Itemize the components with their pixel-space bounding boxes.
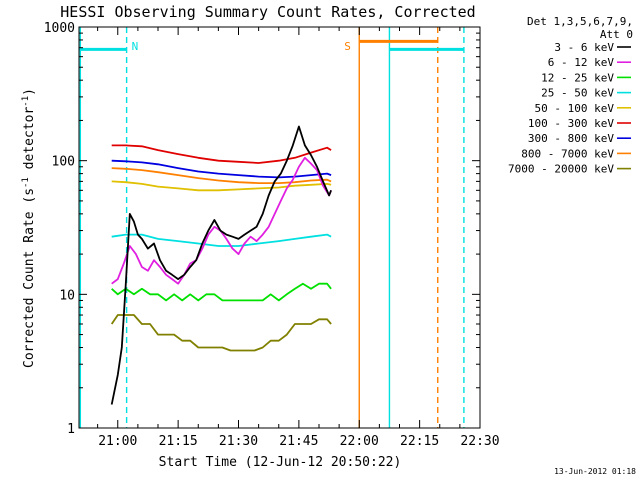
series-line-7 [111, 156, 332, 285]
x-tick-label-6: 22:30 [460, 434, 499, 449]
x-tick-label-5: 22:15 [400, 434, 439, 449]
x-tick-label-2: 21:30 [219, 434, 258, 449]
legend-header-detectors: Det 1,3,5,6,7,9, [527, 15, 633, 28]
y-tick-label-1: 10 [59, 288, 75, 303]
y-tick-label-3: 1000 [44, 21, 75, 36]
x-tick-label-1: 21:15 [159, 434, 198, 449]
legend-label-6: 300 - 800 keV [528, 132, 614, 145]
legend-header-attenuator: Att 0 [600, 28, 633, 41]
series-line-6 [110, 314, 332, 352]
y-tick-label-2: 100 [52, 155, 75, 170]
series-line-1 [111, 159, 332, 179]
series-line-8 [110, 125, 332, 405]
y-axis-label-main: Corrected Count Rate (s [22, 188, 37, 368]
x-tick-labels: 21:00 21:15 21:30 21:45 22:00 22:15 22:30 [98, 434, 499, 449]
legend: Det 1,3,5,6,7,9, Att 0 3 - 6 keV 6 - 12 k… [508, 15, 633, 176]
series-line-3 [111, 180, 332, 192]
legend-label-3: 25 - 50 keV [541, 87, 614, 100]
annotation-s: S [344, 40, 351, 53]
x-tick-label-4: 22:00 [340, 434, 379, 449]
y-tick-labels: 1 10 100 1000 [44, 21, 75, 437]
observing-interval-bars [79, 39, 464, 51]
legend-label-1: 6 - 12 keV [548, 56, 615, 69]
y-axis-label-sup1: -1 [21, 177, 31, 188]
chart-title: HESSI Observing Summary Count Rates, Cor… [60, 3, 475, 21]
series-line-0 [111, 144, 332, 164]
x-tick-label-3: 21:45 [279, 434, 318, 449]
legend-entries: 3 - 6 keV 6 - 12 keV 12 - 25 keV 25 - 50 ke… [508, 41, 631, 176]
series-line-2 [111, 167, 332, 185]
legend-label-2: 12 - 25 keV [541, 71, 614, 84]
x-tick-label-0: 21:00 [98, 434, 137, 449]
series-line-4 [111, 233, 332, 247]
y-axis-label-end: ) [22, 88, 37, 96]
x-axis-label: Start Time (12-Jun-12 20:50:22) [159, 455, 402, 470]
legend-label-5: 100 - 300 keV [528, 117, 614, 130]
axis-ticks [79, 26, 481, 429]
legend-label-4: 50 - 100 keV [535, 102, 615, 115]
y-axis-label: Corrected Count Rate (s-1 detector-1) [21, 88, 37, 368]
y-axis-label-mid: detector [22, 107, 37, 178]
legend-label-7: 800 - 7000 keV [521, 147, 614, 160]
plot-frame [78, 26, 481, 429]
series-line-5 [111, 282, 332, 302]
legend-label-8: 7000 - 20000 keV [508, 163, 614, 176]
count-rate-series [110, 125, 332, 405]
y-tick-label-0: 1 [67, 422, 75, 437]
annotation-n: N [132, 40, 139, 53]
y-axis-label-sup2: -1 [21, 96, 31, 107]
legend-label-0: 3 - 6 keV [554, 41, 614, 54]
observing-interval-lines [79, 27, 465, 428]
plot-timestamp: 13-Jun-2012 01:18 [554, 467, 636, 476]
